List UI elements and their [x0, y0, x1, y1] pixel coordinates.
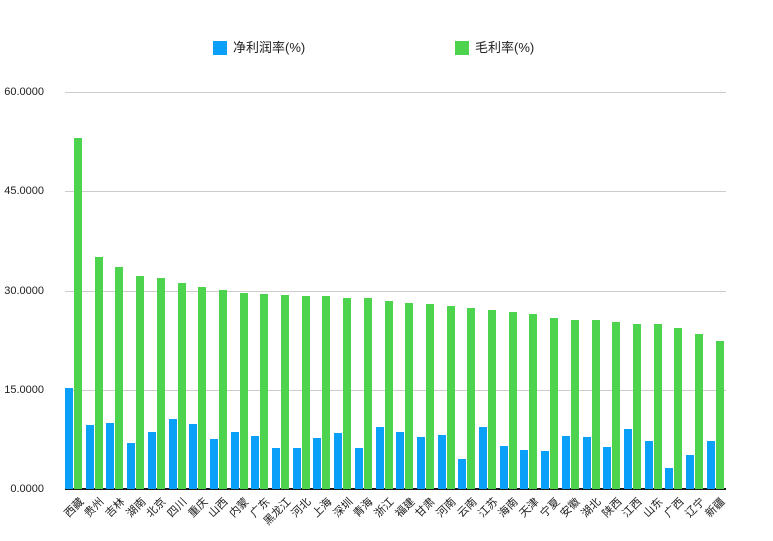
net-profit-bar[interactable] — [706, 440, 715, 489]
legend-label: 净利润率(%) — [233, 40, 306, 55]
gross-margin-bar[interactable] — [632, 323, 641, 489]
gross-margin-bar[interactable] — [529, 313, 538, 489]
gross-margin-bar[interactable] — [156, 277, 165, 489]
y-axis-tick-label: 45.0000 — [4, 185, 44, 198]
net-profit-bar[interactable] — [603, 447, 612, 489]
net-profit-bar[interactable] — [292, 447, 301, 489]
net-profit-bar[interactable] — [686, 455, 694, 489]
gross-margin-bar[interactable] — [467, 308, 476, 489]
gross-margin-bar[interactable] — [198, 287, 207, 489]
gross-margin-bar[interactable] — [508, 311, 517, 489]
net-profit-bar[interactable] — [479, 426, 487, 489]
legend-item-net-profit[interactable]: 净利润率(%) — [213, 41, 305, 55]
gross-margin-bar[interactable] — [488, 309, 496, 489]
gross-margin-bar[interactable] — [322, 295, 331, 489]
gross-margin-bar[interactable] — [674, 327, 683, 489]
net-profit-bar[interactable] — [127, 443, 136, 489]
net-profit-bar[interactable] — [272, 447, 280, 489]
net-profit-bar[interactable] — [209, 439, 218, 489]
gross-margin-bar[interactable] — [115, 267, 124, 489]
gridline — [65, 389, 726, 391]
net-profit-bar[interactable] — [334, 432, 343, 489]
gross-margin-bar[interactable] — [260, 293, 269, 489]
gross-margin-bar[interactable] — [384, 301, 393, 489]
net-profit-bar[interactable] — [354, 447, 363, 489]
gross-margin-bar[interactable] — [74, 137, 82, 489]
y-axis-tick-label: 60.0000 — [4, 86, 44, 98]
net-profit-bar[interactable] — [520, 449, 529, 489]
gridline — [65, 191, 726, 193]
gross-margin-bar[interactable] — [653, 324, 662, 489]
gross-margin-bar[interactable] — [94, 257, 103, 489]
net-profit-bar[interactable] — [582, 436, 591, 489]
net-profit-bar[interactable] — [375, 426, 384, 489]
net-profit-legend-swatch-icon — [213, 41, 227, 55]
gross-margin-bar[interactable] — [239, 292, 248, 489]
net-profit-bar[interactable] — [437, 434, 446, 489]
net-profit-bar[interactable] — [189, 424, 198, 489]
gross-margin-legend-swatch-icon — [455, 41, 469, 55]
gridline — [65, 92, 726, 93]
x-axis-line — [65, 488, 726, 490]
gross-margin-bar[interactable] — [612, 322, 621, 489]
gross-margin-bar[interactable] — [136, 275, 145, 489]
net-profit-bar[interactable] — [644, 440, 653, 489]
net-profit-bar[interactable] — [147, 432, 156, 489]
y-axis-tick-label: 15.0000 — [4, 383, 44, 396]
net-profit-bar[interactable] — [313, 438, 322, 489]
net-profit-bar[interactable] — [623, 428, 632, 489]
gross-margin-bar[interactable] — [281, 295, 289, 489]
net-profit-bar[interactable] — [458, 459, 467, 489]
legend-label: 毛利率(%) — [475, 40, 535, 55]
y-axis-tick-label: 0.0000 — [10, 483, 44, 495]
net-profit-bar[interactable] — [230, 432, 239, 489]
gross-margin-bar[interactable] — [715, 341, 724, 489]
net-profit-bar[interactable] — [106, 422, 115, 489]
net-profit-bar[interactable] — [416, 436, 425, 489]
gross-margin-bar[interactable] — [218, 289, 227, 489]
gross-margin-bar[interactable] — [425, 304, 434, 489]
gross-margin-bar[interactable] — [405, 303, 414, 489]
gross-margin-bar[interactable] — [301, 295, 310, 489]
net-profit-bar[interactable] — [396, 432, 405, 489]
gross-margin-bar[interactable] — [570, 319, 579, 489]
gridline — [65, 290, 726, 292]
net-profit-bar[interactable] — [499, 446, 508, 489]
y-axis-tick-label: 30.0000 — [4, 284, 44, 297]
gross-margin-bar[interactable] — [550, 318, 559, 489]
gross-margin-bar[interactable] — [177, 283, 186, 489]
legend-item-gross-margin[interactable]: 毛利率(%) — [455, 41, 534, 55]
net-profit-bar[interactable] — [251, 436, 260, 489]
gross-margin-bar[interactable] — [343, 297, 352, 489]
net-profit-bar[interactable] — [561, 436, 570, 489]
net-profit-bar[interactable] — [541, 451, 550, 489]
gross-margin-bar[interactable] — [695, 334, 703, 489]
net-profit-bar[interactable] — [65, 388, 73, 489]
net-profit-bar[interactable] — [665, 467, 674, 489]
gross-margin-bar[interactable] — [591, 320, 600, 489]
net-profit-bar[interactable] — [168, 418, 177, 489]
gross-margin-bar[interactable] — [446, 305, 455, 489]
gross-margin-bar[interactable] — [363, 298, 372, 489]
net-profit-bar[interactable] — [85, 424, 94, 489]
